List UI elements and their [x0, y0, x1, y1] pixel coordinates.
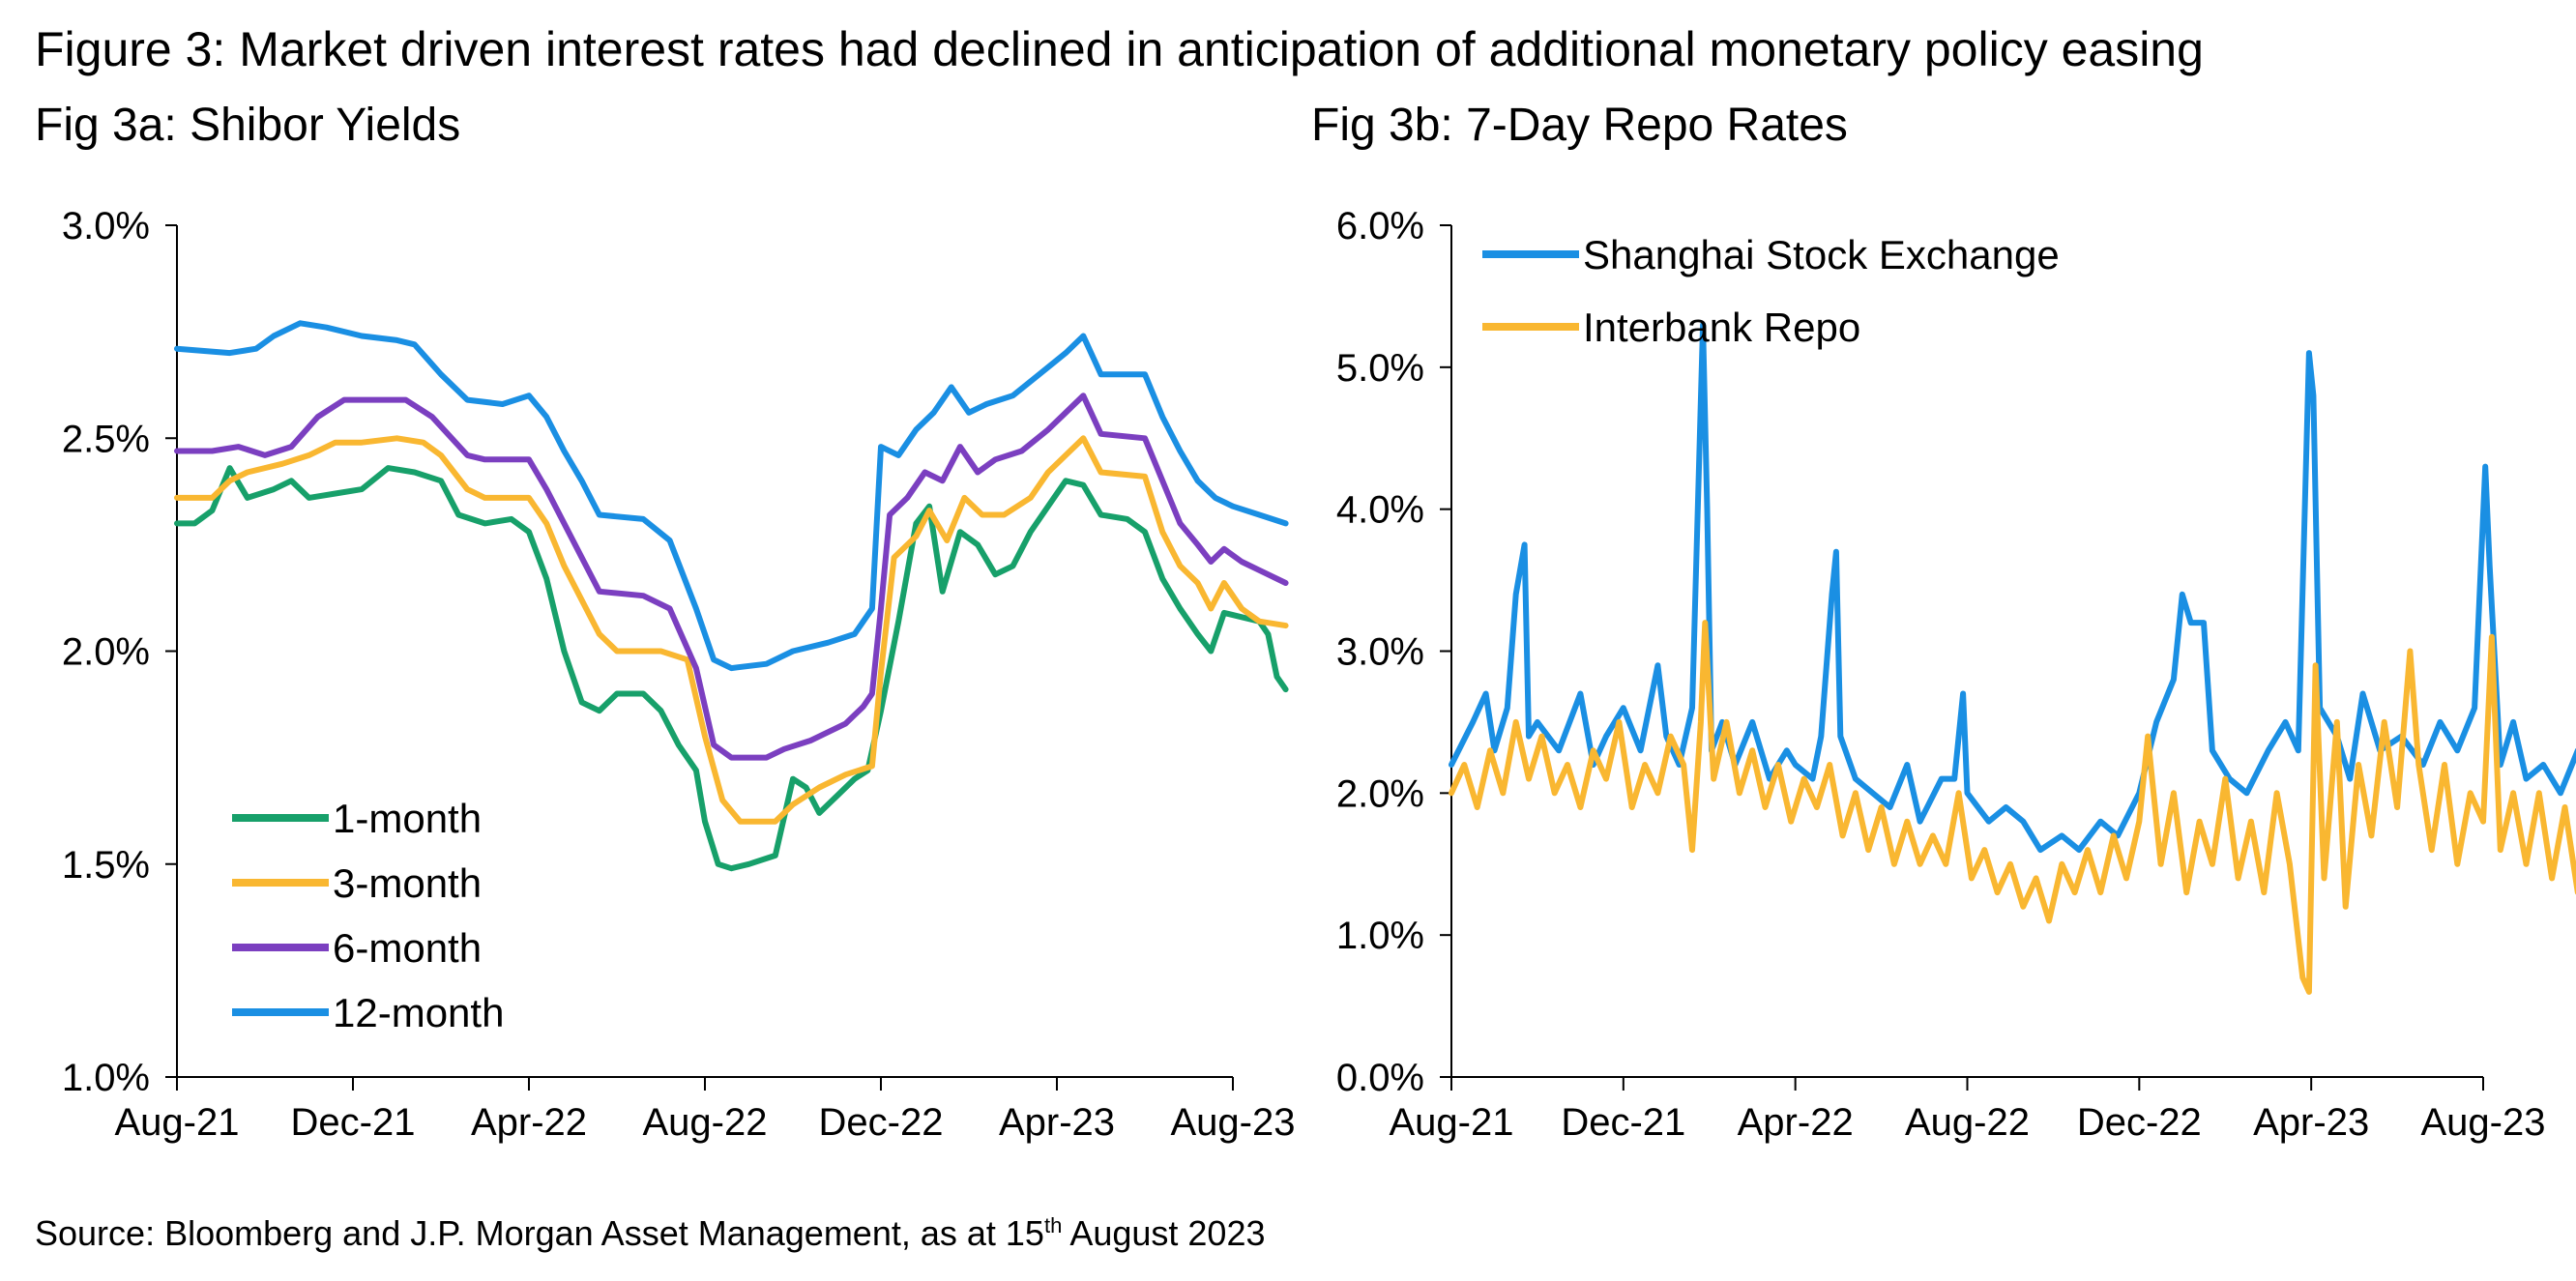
x-tick-label: Apr-23: [999, 1101, 1115, 1144]
x-tick-label: Dec-22: [819, 1101, 944, 1144]
legend-label: 6-month: [333, 925, 482, 971]
source-note: Source: Bloomberg and J.P. Morgan Asset …: [35, 1213, 1266, 1253]
legend-label: Shanghai Stock Exchange: [1583, 232, 2060, 277]
y-tick-label: 1.0%: [1336, 915, 1424, 957]
y-tick-label: 3.0%: [1336, 631, 1424, 674]
x-tick-label: Aug-21: [115, 1101, 240, 1144]
x-tick-label: Aug-21: [1390, 1101, 1514, 1144]
y-tick-label: 5.0%: [1336, 347, 1424, 390]
x-tick-label: Apr-22: [1738, 1101, 1854, 1144]
series-line-12-month: [174, 320, 1289, 672]
y-tick-label: 2.5%: [62, 418, 150, 460]
x-tick-label: Apr-23: [2253, 1101, 2369, 1144]
y-tick-label: 3.0%: [62, 205, 150, 247]
chart-b-repo: 6.0% 5.0% 4.0% 3.0% 2.0% 1.0% 0.0%Aug-21 Dec-21…: [1336, 205, 2576, 1144]
x-tick-label: Dec-21: [291, 1101, 416, 1144]
chart-a-title: Fig 3a: Shibor Yields: [35, 100, 461, 151]
series-line-6-month: [174, 393, 1289, 761]
series-line-3-month: [174, 435, 1289, 825]
x-tick-label: Aug-22: [643, 1101, 768, 1144]
y-tick-label: 1.0%: [62, 1057, 150, 1099]
y-tick-label: 2.0%: [62, 631, 150, 674]
figure-title: Figure 3: Market driven interest rates h…: [35, 22, 2204, 76]
y-tick-label: 1.5%: [62, 844, 150, 887]
y-tick-label: 0.0%: [1336, 1057, 1424, 1099]
legend-label: Interbank Repo: [1583, 305, 1860, 350]
series-line-interbank: [1449, 620, 2576, 995]
y-tick-label: 2.0%: [1336, 772, 1424, 815]
chart-b-title: Fig 3b: 7-Day Repo Rates: [1311, 100, 1848, 151]
legend-label: 12-month: [333, 990, 504, 1035]
x-tick-label: Apr-22: [471, 1101, 587, 1144]
legend-label: 1-month: [333, 796, 482, 841]
x-tick-label: Dec-22: [2077, 1101, 2202, 1144]
y-tick-label: 6.0%: [1336, 205, 1424, 247]
x-tick-label: Aug-23: [2421, 1101, 2546, 1144]
legend-label: 3-month: [333, 860, 482, 906]
x-tick-label: Aug-22: [1905, 1101, 2030, 1144]
series-line-1-month: [174, 465, 1289, 872]
series-line-shanghai: [1449, 321, 2576, 854]
x-tick-label: Aug-23: [1171, 1101, 1296, 1144]
y-tick-label: 4.0%: [1336, 489, 1424, 532]
x-tick-label: Dec-21: [1561, 1101, 1685, 1144]
chart-a-shibor: 3.0% 2.5% 2.0% 1.5% 1.0%Aug-21 Dec-21 Apr-22 Au…: [62, 205, 1296, 1144]
